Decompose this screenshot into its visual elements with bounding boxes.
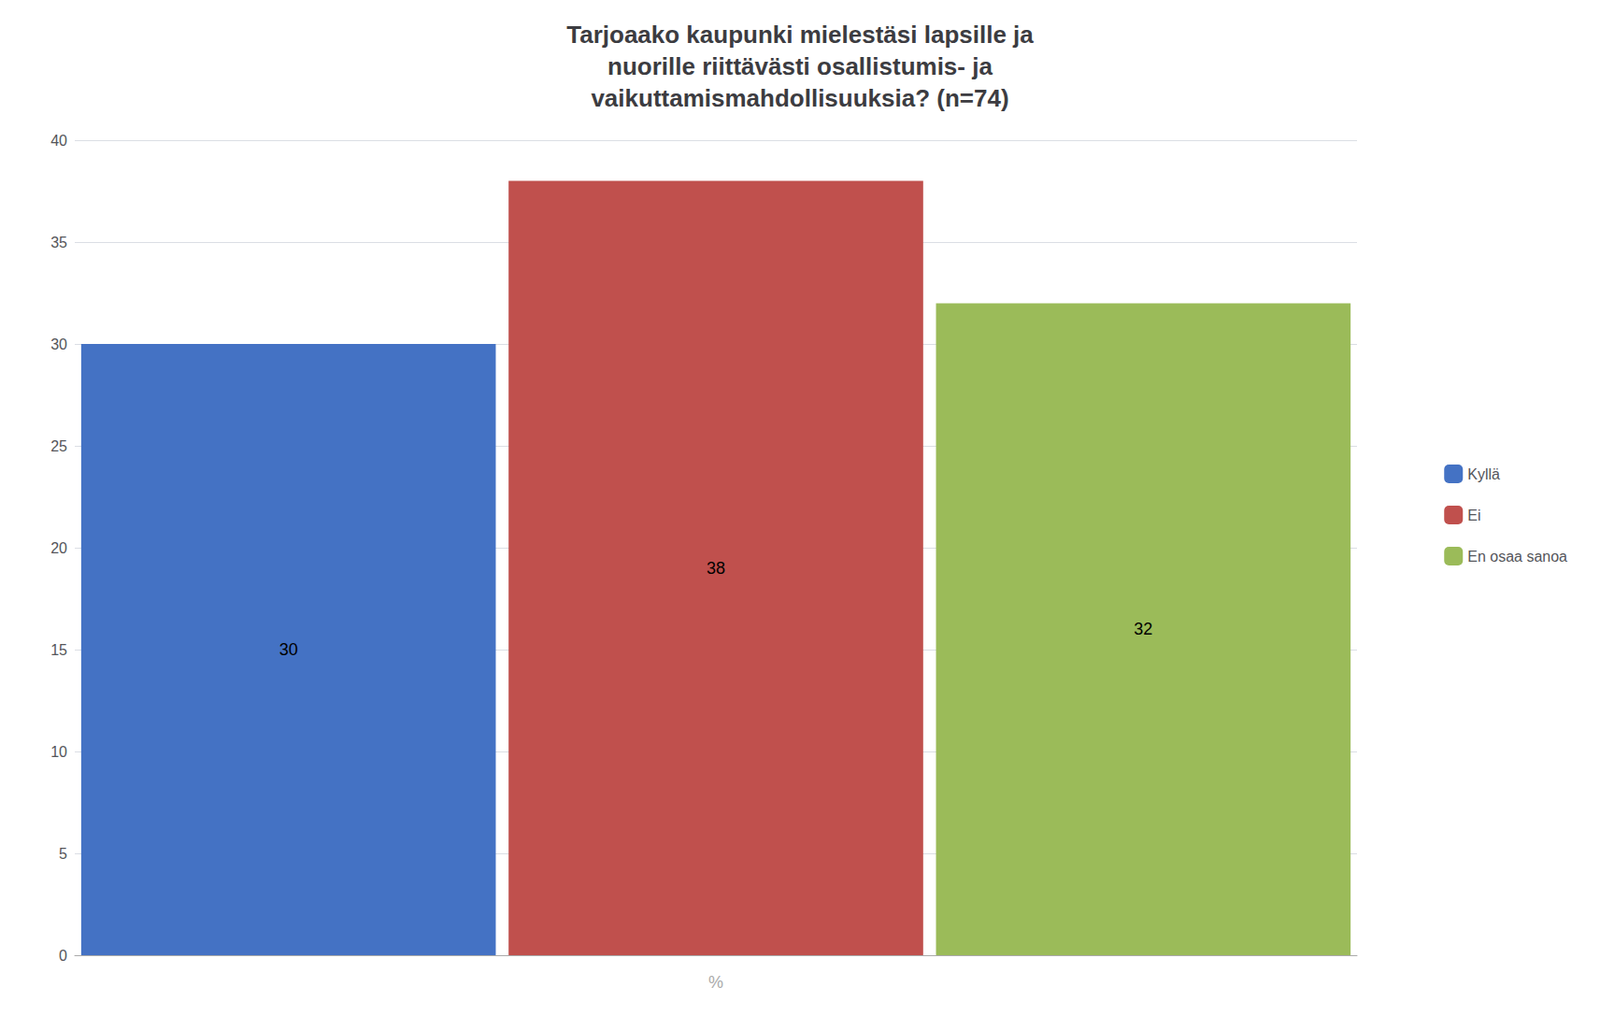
svg-text:nuorille riittävästi osallistu: nuorille riittävästi osallistumis- ja [607,52,993,81]
svg-text:10: 10 [50,743,68,760]
svg-text:35: 35 [50,234,68,251]
svg-text:vaikuttamismahdollisuuksia? (n: vaikuttamismahdollisuuksia? (n=74) [590,84,1009,113]
svg-text:40: 40 [50,132,68,149]
svg-text:Ei: Ei [1467,507,1481,524]
svg-text:5: 5 [58,845,68,862]
svg-text:32: 32 [1133,619,1153,639]
svg-text:25: 25 [50,438,68,455]
svg-text:Kyllä: Kyllä [1467,466,1500,483]
svg-text:30: 30 [50,336,68,353]
svg-text:15: 15 [50,642,68,658]
svg-text:20: 20 [50,540,68,557]
svg-text:30: 30 [279,640,299,659]
svg-text:0: 0 [58,947,68,964]
svg-text:En osaa sanoa: En osaa sanoa [1467,548,1568,565]
svg-text:%: % [708,972,724,992]
svg-text:38: 38 [706,558,726,578]
svg-text:Tarjoaako kaupunki mielestäsi: Tarjoaako kaupunki mielestäsi lapsille j… [566,20,1034,49]
